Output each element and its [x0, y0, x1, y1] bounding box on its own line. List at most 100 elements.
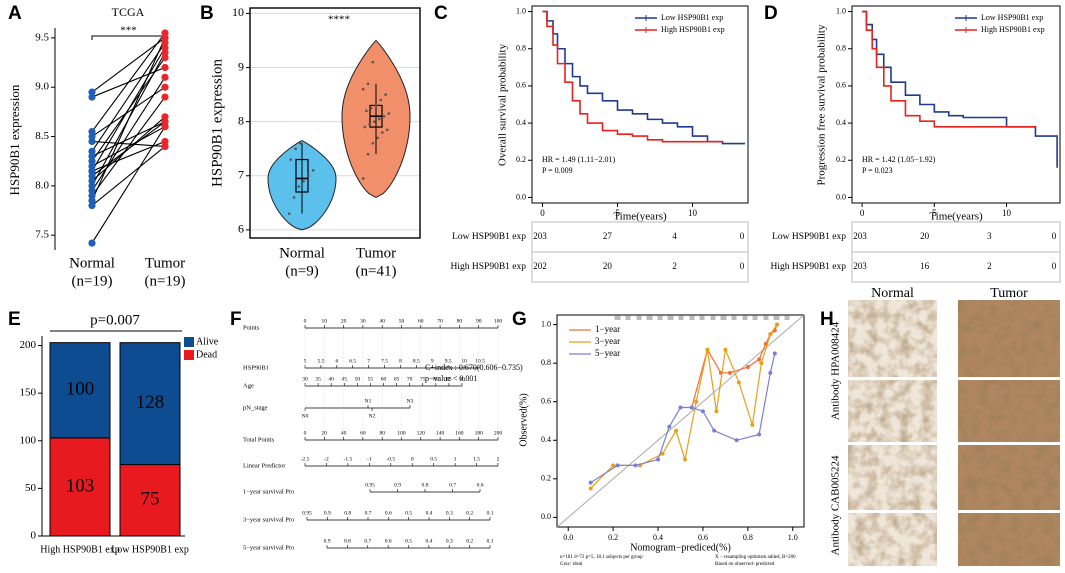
point — [363, 125, 367, 129]
x-tick-label: Tumor — [356, 245, 396, 261]
point — [289, 158, 293, 161]
ihc-texture — [848, 380, 937, 442]
scale-tick-label: -0.5 — [386, 456, 395, 462]
annotation: P = 0.023 — [862, 166, 893, 175]
y-tick-label: 10 — [232, 5, 244, 19]
y-tick-label: 0.4 — [541, 435, 551, 444]
ihc-texture — [958, 380, 1060, 442]
scale-tick-label: N3 — [407, 398, 414, 404]
ihc-texture — [958, 513, 1060, 566]
x-tick-label: 0.4 — [653, 533, 663, 542]
calibration-point — [633, 463, 638, 468]
scale-tick-label: 60 — [418, 318, 424, 324]
calibration-point — [588, 480, 593, 485]
annotation: C−index : 0.670(0.606−0.735) — [425, 363, 523, 372]
y-tick-label: 1.0 — [516, 6, 526, 15]
y-axis-label: Overall survival probability — [497, 43, 509, 166]
point — [299, 141, 302, 145]
calibration-point — [615, 463, 620, 468]
plot-frame — [249, 7, 421, 239]
scale-tick-label: 60 — [381, 376, 387, 382]
calibration-point — [757, 357, 762, 362]
point — [287, 212, 291, 215]
scale-tick-label: 80 — [379, 430, 385, 436]
scale-tick-label: 0.95 — [302, 510, 312, 516]
calibration-point — [772, 351, 777, 356]
pair-line — [91, 42, 166, 152]
risk-count: 3 — [987, 231, 992, 241]
point — [88, 182, 96, 190]
legend-label: High HSP90B1 exp — [661, 25, 725, 34]
risk-row-label: High HSP90B1 exp — [451, 262, 527, 272]
point — [161, 44, 169, 52]
scale-tick-label: 90 — [476, 318, 482, 324]
risk-count: 203 — [853, 261, 867, 271]
y-tick-label: 0.4 — [836, 118, 846, 127]
scale-tick-label: -2.5 — [301, 456, 310, 462]
scale-tick-label: 9 — [431, 358, 434, 364]
point — [88, 197, 96, 205]
point — [88, 132, 96, 141]
scale-tick-label: 0.6 — [477, 482, 484, 488]
y-tick-label: 1.0 — [541, 319, 551, 328]
row-label: 3−year survival Pro — [243, 516, 294, 523]
bar-value-label: 100 — [66, 379, 95, 400]
point — [88, 192, 96, 200]
scale-tick-label: 70 — [437, 318, 443, 324]
calibration-point — [678, 405, 683, 410]
panel-label: A — [8, 3, 22, 24]
x-tick-count: (n=41) — [356, 263, 397, 279]
pair-line — [91, 37, 166, 201]
scale-tick-label: 90 — [459, 376, 465, 382]
ihc-texture — [848, 513, 937, 566]
scale-tick-label: 180 — [475, 430, 484, 436]
calibration-point — [759, 361, 764, 366]
scale-tick-label: 0.2 — [466, 510, 473, 516]
x-tick-label: Low HSP90B1 exp — [111, 544, 189, 555]
risk-count: 203 — [533, 231, 547, 241]
risk-count: 0 — [740, 261, 745, 271]
point — [88, 157, 96, 165]
scale-tick-label: 60 — [360, 430, 366, 436]
risk-count: 16 — [920, 261, 930, 271]
point — [297, 185, 301, 188]
point — [371, 60, 375, 64]
row-label: Antibody HPA008424 — [830, 321, 842, 420]
scale-tick-label: 0.9 — [324, 510, 331, 516]
scale-tick-label: 0 — [411, 456, 414, 462]
y-tick-label: 0.8 — [541, 358, 551, 367]
chart-title: TCGA — [112, 5, 145, 19]
risk-row-label: Low HSP90B1 exp — [452, 232, 526, 242]
point — [379, 98, 383, 102]
y-tick-label: 150 — [20, 387, 37, 399]
scale-tick-label: 140 — [436, 430, 445, 436]
x-tick-label: 5 — [615, 208, 620, 218]
point — [161, 34, 169, 42]
legend-label: Dead — [196, 349, 217, 360]
point — [302, 179, 305, 183]
pair-line — [91, 32, 166, 132]
risk-count: 20 — [603, 261, 613, 271]
scale-tick-label: 5 — [304, 358, 307, 364]
scale-tick-label: N1 — [365, 398, 372, 404]
scale-tick-label: -2 — [324, 456, 329, 462]
plot-frame — [556, 314, 805, 528]
scale-tick-label: 8.5 — [413, 358, 420, 364]
scale-tick-label: 0 — [304, 318, 307, 324]
scale-tick-label: 0.1 — [487, 538, 494, 544]
calibration-point — [775, 322, 780, 327]
scale-tick-label: 0.6 — [385, 510, 392, 516]
y-tick-label: 0.2 — [541, 474, 551, 483]
ihc-texture — [848, 300, 937, 377]
scale-tick-label: 0.8 — [344, 538, 351, 544]
y-tick-label: 0 — [31, 530, 37, 542]
scale-tick-label: 30 — [302, 376, 308, 382]
calibration-point — [700, 409, 705, 414]
ihc-texture — [958, 445, 1060, 510]
scale-tick-label: 65 — [394, 376, 400, 382]
scale-tick-label: 10 — [322, 318, 328, 324]
y-tick-label: 9 — [238, 59, 244, 73]
y-tick-label: 0.2 — [836, 155, 846, 164]
pair-line — [91, 121, 166, 177]
footnote: Gray: ideal — [560, 562, 583, 567]
